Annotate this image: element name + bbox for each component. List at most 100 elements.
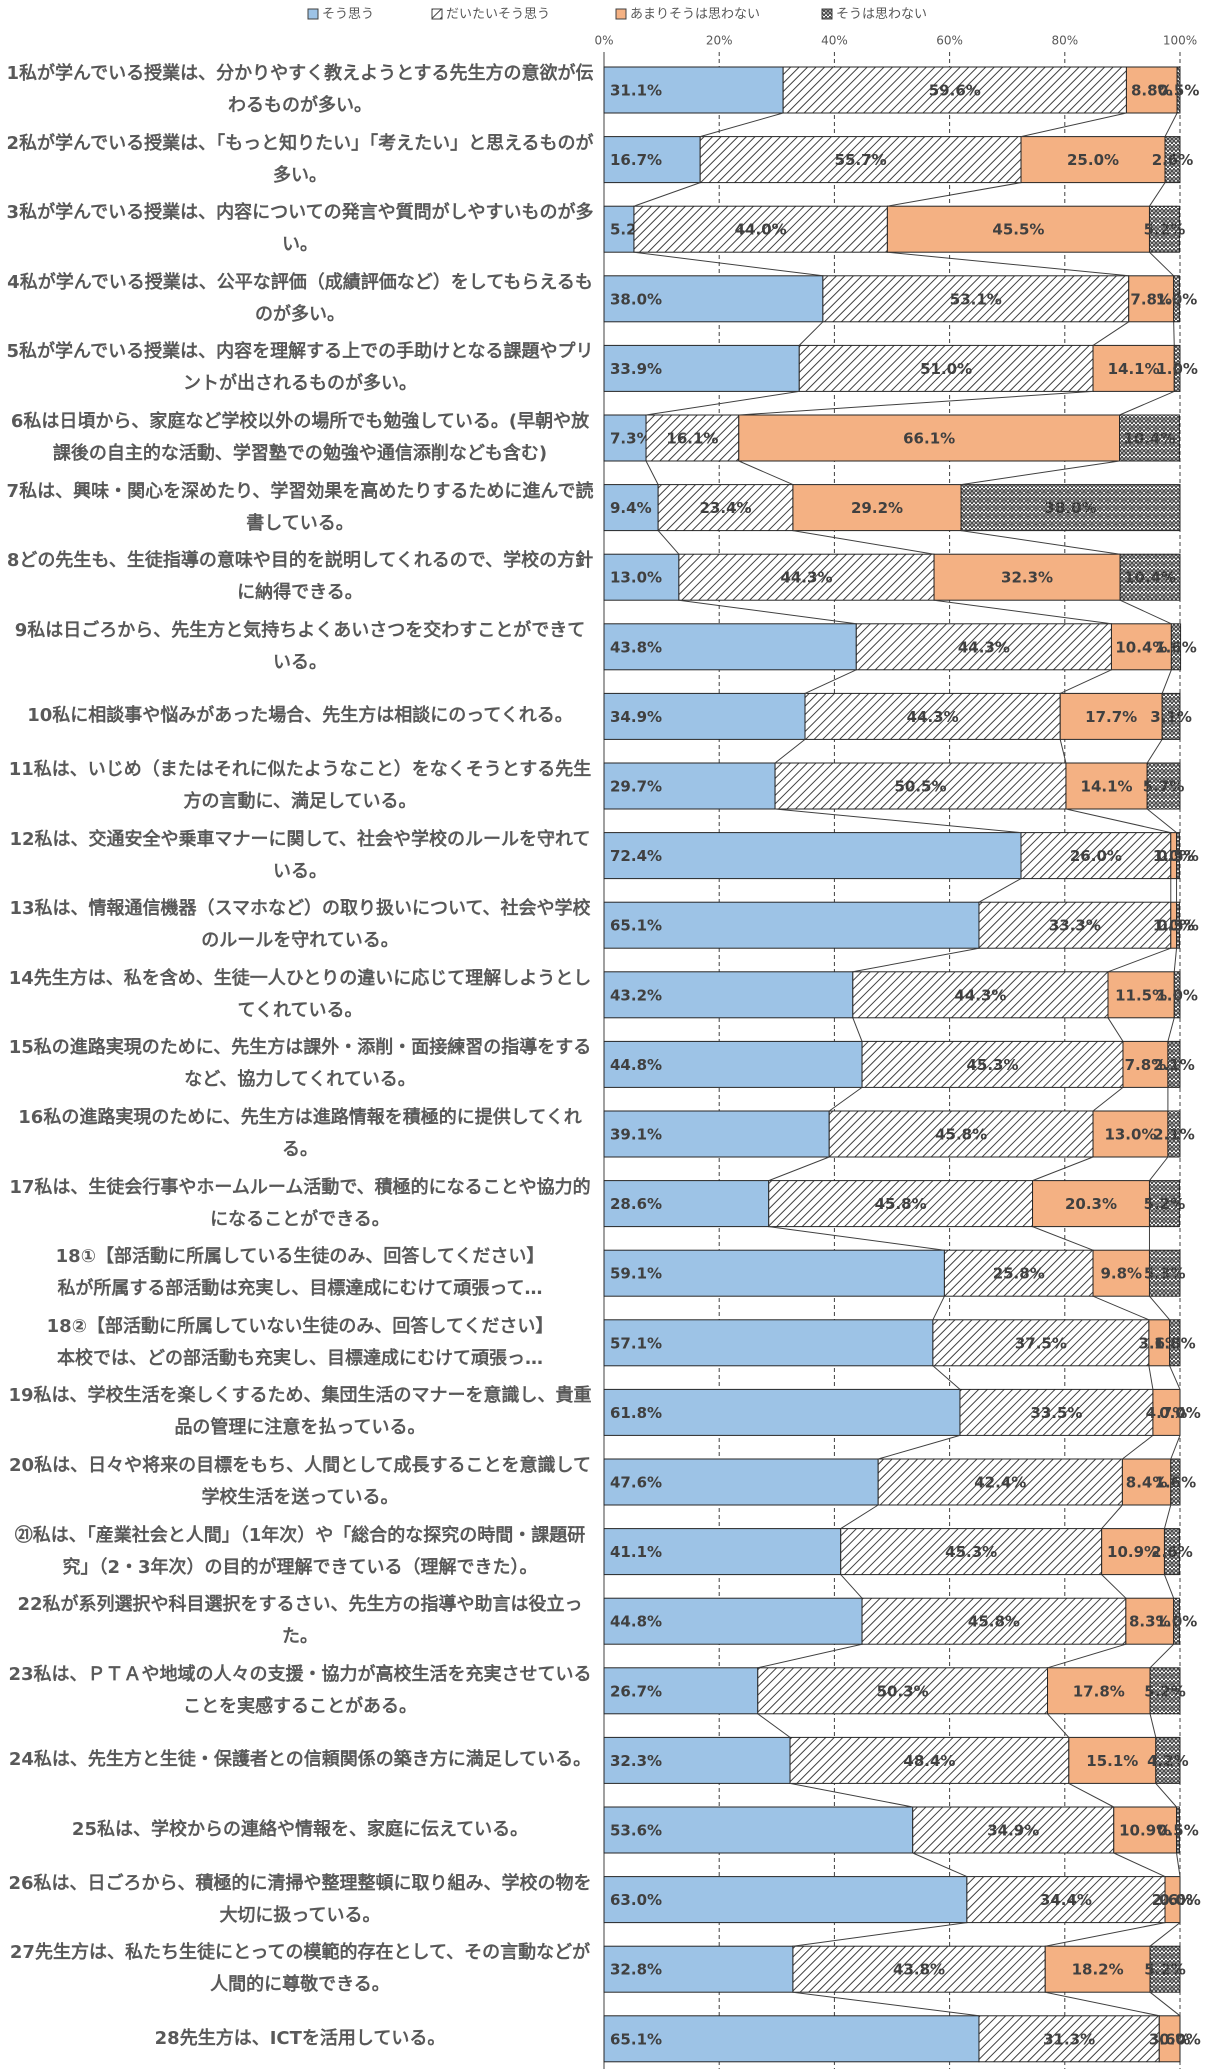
data-label: 16.1% [666,430,718,448]
series-line [1101,1574,1127,1599]
bar-segment [1044,1945,1151,1993]
series-line [1146,739,1163,764]
series-line [1047,1643,1127,1669]
series-line [1092,1295,1150,1321]
series-line [645,390,800,416]
data-label: 34.4% [1040,1891,1092,1909]
series-line [757,1713,791,1738]
data-label: 0.0% [1159,1891,1201,1909]
series-line [1045,1922,1166,1947]
data-label: 1.6% [1155,638,1197,656]
legend-swatch [615,8,627,20]
series-line [1020,112,1127,138]
data-label: 37.5% [1015,1334,1067,1352]
bar-segment [657,484,794,532]
data-label: 7.8% [1130,290,1172,308]
bar-segment [1176,1806,1180,1854]
data-label: 13.0% [610,569,662,587]
series-line [738,390,1094,416]
data-label: 44.3% [907,708,959,726]
category-label: 14先生方は、私を含め、生徒一人ひとりの違いに応じて理解しようとしてくれている。 [8,967,592,1021]
data-label: 33.5% [1030,1404,1082,1422]
bar-segment [1107,971,1175,1019]
series-line [1113,1852,1166,1878]
bar-segment [1167,1110,1181,1158]
series-line [1161,669,1172,694]
bar-segment [1164,1876,1181,1924]
series-line [792,1922,967,1947]
bar-segment [603,1319,934,1367]
series-line [633,251,823,277]
series-line [852,947,980,973]
bar-segment [804,692,1061,740]
legend-label: そう思う [322,7,374,22]
data-label: 61.8% [610,1404,662,1422]
bar-segment [1092,1110,1169,1158]
data-label: 31.1% [610,82,662,100]
data-label: 59.1% [610,1265,662,1283]
bar-segment [603,1249,945,1297]
data-label: 45.5% [992,221,1044,239]
bar-segment [1128,275,1175,323]
bar-segment [1092,344,1175,392]
category-label: 27先生方は、私たち生徒にとっての模範的存在として、その言動などが人間的に尊敬で… [9,1942,591,1996]
bar-segment [1047,1667,1151,1715]
category-label: 4私が学んでいる授業は、公平な評価（成績評価など）をしてもらえるものが多い。 [7,271,593,325]
series-line [645,460,659,485]
category-label: 22私が系列選択や科目選択をするさい、先生方の指導や助言は役立った。 [17,1594,583,1648]
data-label: 23.4% [700,499,752,517]
data-label: 13.0% [1104,1126,1156,1144]
data-label: 29.7% [610,778,662,796]
bar-segment [1164,136,1181,184]
series-line [1169,1365,1181,1390]
bar-segment [877,1458,1123,1506]
data-label: 1.0% [1156,986,1198,1004]
bar-segment [1148,1180,1180,1228]
bar-segment [603,1945,794,1993]
bar-segment [603,832,1022,880]
bar-segment [1170,1458,1181,1506]
data-label: 44.3% [780,569,832,587]
category-label: 1私が学んでいる授業は、分かりやすく教えようとする先生方の意欲が伝わるものが多い… [6,63,594,116]
data-label: 45.8% [968,1613,1020,1631]
data-label: 10.4% [1115,638,1167,656]
series-line [1149,1643,1175,1669]
data-label: 47.6% [610,1474,662,1492]
data-label: 31.3% [1043,2030,1095,2048]
category-label: 12私は、交通安全や乗車マナーに関して、社会や学校のルールを守れている。 [9,828,591,882]
bar-segment [789,1736,1070,1784]
legend-swatch [821,8,833,20]
series-line [1047,1713,1070,1738]
bar-segment [1152,1388,1181,1436]
category-label: ㉑私は、「産業社会と人間」（1年次）や「総合的な探究の時間・課題研究」（2・3年… [14,1524,586,1578]
data-label: 72.4% [610,847,662,865]
bar-segment [603,275,824,323]
bar-segment [1125,1597,1175,1645]
category-label: 26私は、日ごろから、積極的に清掃や整理整頓に取り組み、学校の物を大切に扱ってい… [8,1872,592,1926]
data-label: 33.9% [610,360,662,378]
series-line [852,1017,863,1042]
series-line [1163,1574,1175,1599]
series-line [1032,1226,1094,1251]
bar-segment [1149,1667,1181,1715]
bar-segment [603,623,857,671]
data-label: 2.6% [1152,1891,1194,1909]
category-label: 25私は、学校からの連絡や情報を、家庭に伝えている。 [71,1819,529,1840]
data-label: 7.8% [1125,1056,1167,1074]
data-label: 15.1% [1086,1752,1138,1770]
bar-segment [943,1249,1094,1297]
data-label: 9.8% [1100,1265,1142,1283]
x-tick-label: 20% [706,34,733,48]
legend-swatch [307,8,319,20]
bar-segment [1173,1597,1180,1645]
data-label: 38.0% [1045,499,1097,517]
data-label: 65.1% [610,2030,662,2048]
bar-segment [768,1180,1034,1228]
data-label: 2.6% [1151,1543,1193,1561]
bar-segment [603,344,800,392]
data-label: 44.3% [954,986,1006,1004]
bar-segment [840,1528,1103,1576]
bar-segment [1158,2015,1181,2063]
data-label: 44.8% [610,1056,662,1074]
